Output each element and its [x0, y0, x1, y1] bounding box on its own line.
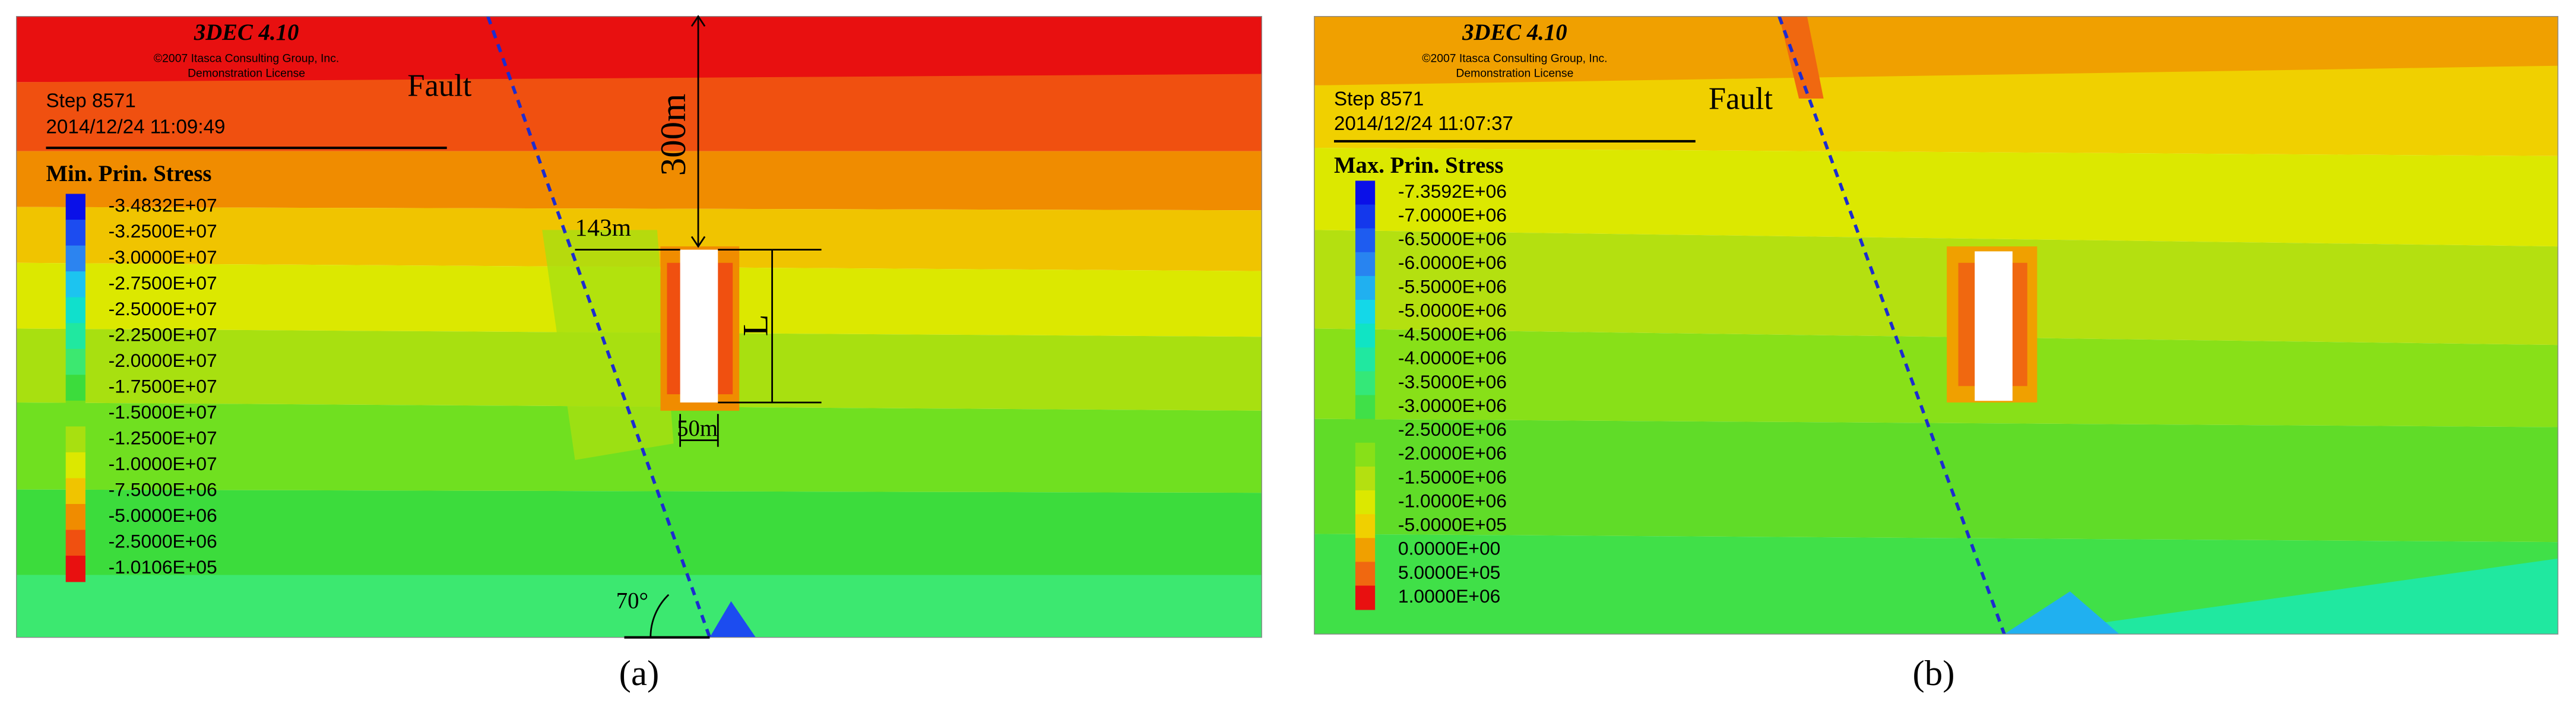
legend-label: 1.0000E+06 [1398, 585, 1500, 607]
legend-swatch [1355, 419, 1376, 443]
legend-swatch [1355, 442, 1376, 467]
legend-label: -2.0000E+06 [1398, 442, 1507, 464]
legend-swatch [65, 452, 85, 479]
legend-swatch [1355, 204, 1376, 229]
legend-label: -3.0000E+06 [1398, 395, 1507, 416]
program-name: 3DEC 4.10 [194, 20, 299, 45]
step: Step 8571 [46, 90, 135, 112]
legend-swatch [1355, 228, 1376, 253]
legend-label: -2.7500E+07 [109, 272, 217, 293]
legend-swatch [1355, 562, 1376, 587]
legend-swatch [65, 271, 85, 298]
legend-label: -2.5000E+07 [109, 298, 217, 319]
offset-label: 143m [575, 214, 632, 241]
legend-label: -1.0000E+07 [109, 453, 217, 474]
legend-label: -3.5000E+06 [1398, 371, 1507, 392]
legend-label: -4.5000E+06 [1398, 324, 1507, 345]
legend-swatch [1355, 490, 1376, 515]
legend-swatch [65, 556, 85, 582]
legend-swatch [1355, 585, 1376, 610]
legend-title: Min. Prin. Stress [46, 161, 211, 186]
legend-swatch [1355, 324, 1376, 348]
legend-label: -5.0000E+06 [109, 505, 217, 526]
legend-swatch [1355, 395, 1376, 420]
legend-label: -2.5000E+06 [109, 531, 217, 552]
length-label: L [736, 314, 775, 336]
stress-field-b [1314, 16, 2558, 635]
legend-swatch [65, 503, 85, 531]
legend-label: -1.5000E+06 [1398, 466, 1507, 487]
legend-swatch [65, 194, 85, 220]
legend-label: -2.5000E+06 [1398, 419, 1507, 440]
legend-label: -4.0000E+06 [1398, 347, 1507, 369]
legend-label: -1.7500E+07 [109, 375, 217, 397]
timestamp: 2014/12/24 11:09:49 [46, 116, 225, 138]
legend-label: -7.5000E+06 [109, 479, 217, 500]
legend-swatch [1355, 538, 1376, 563]
program-name: 3DEC 4.10 [1462, 20, 1567, 45]
depth-label: 300m [654, 94, 693, 176]
legend-swatch [1355, 347, 1376, 372]
step: Step 8571 [1334, 88, 1424, 110]
legend-label: -1.5000E+07 [109, 401, 217, 423]
legend-swatch [1355, 514, 1376, 539]
legend-swatch [65, 220, 85, 246]
legend-swatch [1355, 466, 1376, 491]
legend-swatch [1355, 180, 1376, 205]
legend-swatch [65, 375, 85, 401]
legend-label: -7.3592E+06 [1398, 180, 1507, 202]
legend-swatch [65, 530, 85, 556]
legend-label: -1.0000E+06 [1398, 490, 1507, 511]
legend-label: -2.2500E+07 [109, 324, 217, 345]
legend-label: -6.0000E+06 [1398, 252, 1507, 273]
legend-swatch [65, 478, 85, 505]
legend-swatch [65, 426, 85, 453]
legend-label: -3.4832E+07 [109, 195, 217, 216]
caption: (b) [1913, 654, 1955, 693]
legend-label: -7.0000E+06 [1398, 204, 1507, 226]
dimension-lines-a [575, 15, 822, 639]
legend-label: -2.0000E+07 [109, 350, 217, 371]
legend-label: -5.5000E+06 [1398, 275, 1507, 297]
legend-label: -1.2500E+07 [109, 427, 217, 449]
legend-swatch [65, 245, 85, 272]
copyright: ©2007 Itasca Consulting Group, Inc. [1422, 52, 1607, 65]
stress-field-a [16, 16, 1262, 638]
fault-label: Fault [1709, 82, 1773, 116]
legend-label: -5.0000E+06 [1398, 299, 1507, 321]
legend-label: -6.5000E+06 [1398, 228, 1507, 249]
legend-label: -3.0000E+07 [109, 246, 217, 268]
dip-label: 70° [616, 588, 648, 613]
license: Demonstration License [1456, 67, 1573, 80]
timestamp: 2014/12/24 11:07:37 [1334, 113, 1513, 135]
legend-swatch [1355, 300, 1376, 324]
legend-swatch [65, 348, 85, 376]
legend-label: -5.0000E+05 [1398, 514, 1507, 535]
legend-label: 0.0000E+00 [1398, 538, 1500, 559]
legend-title: Max. Prin. Stress [1334, 153, 1503, 178]
copyright: ©2007 Itasca Consulting Group, Inc. [154, 52, 339, 65]
legend-label: 5.0000E+05 [1398, 562, 1500, 583]
legend-swatch [1355, 252, 1376, 277]
legend-swatch [65, 400, 85, 427]
legend-swatch [1355, 371, 1376, 396]
legend-swatch [65, 323, 85, 350]
width-label: 50m [677, 416, 718, 441]
fault-label: Fault [407, 68, 471, 103]
legend-swatch [65, 297, 85, 324]
caption: (a) [619, 654, 660, 693]
legend-label: -1.0106E+05 [109, 556, 217, 578]
license: Demonstration License [188, 67, 305, 80]
legend-swatch [1355, 275, 1376, 300]
legend-label: -3.2500E+07 [109, 220, 217, 242]
